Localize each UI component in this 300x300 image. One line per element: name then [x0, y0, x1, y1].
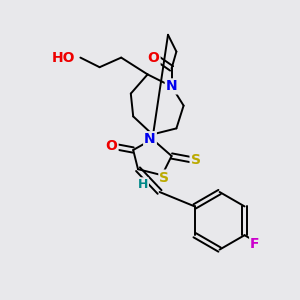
Text: F: F [250, 237, 260, 250]
Text: H: H [138, 178, 148, 191]
Text: HO: HO [52, 51, 76, 64]
Text: O: O [106, 140, 118, 153]
Text: N: N [144, 132, 156, 146]
Text: S: S [159, 171, 170, 184]
Text: S: S [190, 153, 201, 166]
Text: N: N [166, 80, 177, 93]
Text: O: O [148, 51, 160, 64]
